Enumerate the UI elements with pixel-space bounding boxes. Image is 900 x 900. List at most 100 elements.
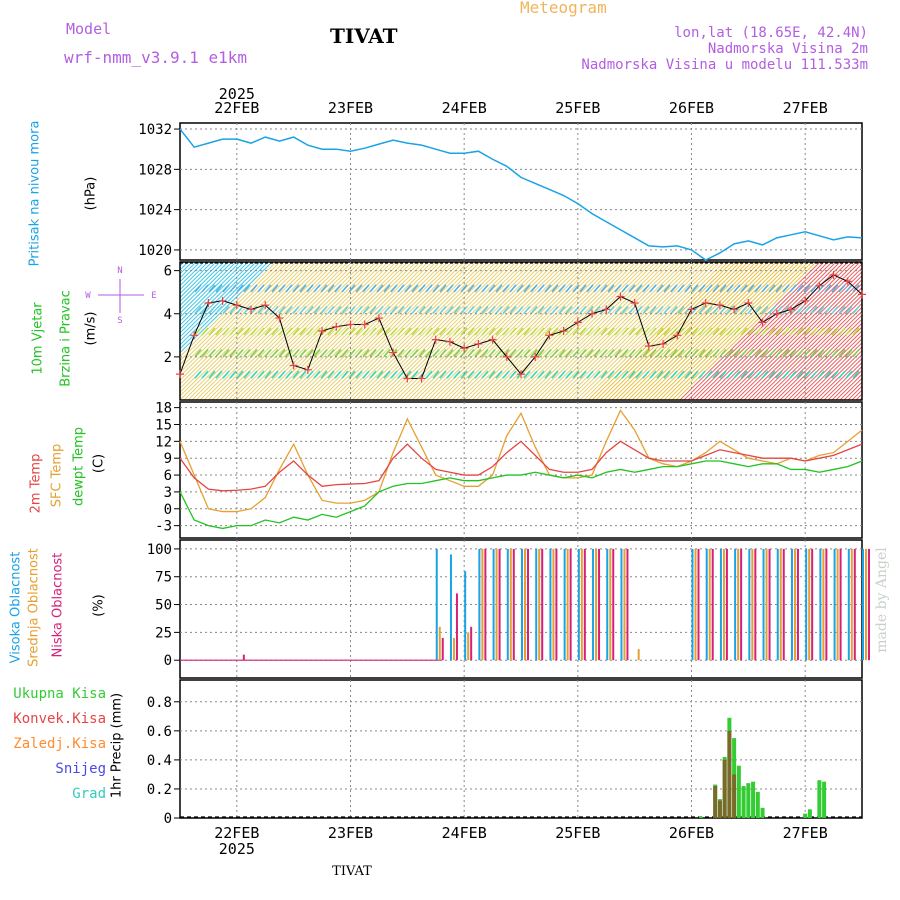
wind-arrow — [747, 370, 755, 379]
cloud-bar-low — [697, 548, 700, 661]
wind-arrow — [761, 370, 769, 379]
wind-arrow — [446, 327, 454, 336]
cloud-bar-high — [492, 548, 495, 661]
precip-bar-total — [751, 781, 756, 818]
wind-hatch-line — [783, 322, 862, 400]
wind-arrow — [313, 305, 321, 314]
wind-arrow — [250, 349, 258, 358]
wind-arrow — [201, 349, 209, 358]
wind-arrow — [474, 370, 482, 379]
wind-arrow — [208, 370, 216, 379]
wind-arrow — [488, 305, 496, 314]
wind-marker — [190, 331, 199, 340]
wind-arrow — [292, 349, 300, 358]
wind-arrow — [852, 349, 860, 358]
wind-hatch-line — [623, 262, 765, 400]
wind-hatch-line — [727, 267, 862, 400]
wind-marker — [829, 270, 838, 279]
wind-arrow — [705, 305, 713, 314]
wind-arrow — [481, 305, 489, 314]
wind-marker — [573, 318, 582, 327]
wind-arrow — [446, 284, 454, 293]
wind-arrow — [229, 305, 237, 314]
wind-arrow — [733, 370, 741, 379]
temp-tick-label: 18 — [155, 401, 172, 417]
wind-arrow — [761, 284, 769, 293]
cloud-bar-low — [868, 548, 870, 661]
wind-arrow — [537, 284, 545, 293]
wind-hatch-line — [475, 262, 617, 400]
wind-arrow — [278, 305, 286, 314]
wind-hatch-line — [864, 262, 900, 400]
wind-hatch-line — [739, 279, 862, 400]
wind-arrow — [299, 327, 307, 336]
wind-arrow — [544, 327, 552, 336]
cloud-bar-high — [833, 548, 836, 661]
wind-arrow — [775, 349, 783, 358]
wind-arrow — [383, 349, 391, 358]
wind-hatch-line — [311, 262, 453, 400]
cloud-bar-low — [583, 548, 586, 661]
wind-marker — [389, 348, 398, 357]
wind-hatch-line — [691, 262, 833, 400]
wind-arrow — [775, 284, 783, 293]
wind-arrow — [719, 284, 727, 293]
wind-arrow — [593, 349, 601, 358]
wind-arrow — [621, 349, 629, 358]
dewpt-temp-line — [179, 460, 863, 530]
wind-hatch-line — [591, 262, 733, 400]
precip-bar-total — [822, 781, 827, 818]
wind-hatch-line — [563, 262, 705, 400]
wind-arrow — [467, 284, 475, 293]
wind-arrow — [278, 370, 286, 379]
pressure-tick-label: 1028 — [138, 162, 172, 178]
wind-hatch-line — [180, 262, 321, 400]
wind-hatch-line — [711, 262, 853, 400]
wind-hatch-line — [531, 262, 673, 400]
wind-arrow — [614, 370, 622, 379]
cloud-bar-low — [470, 626, 473, 661]
wind-arrow — [208, 305, 216, 314]
precip-bar-total — [698, 816, 703, 818]
wind-hatch-line — [207, 262, 349, 400]
wind-arrow — [215, 370, 223, 379]
wind-arrow — [411, 370, 419, 379]
cloud-bar-high — [506, 548, 509, 661]
wind-arrow — [516, 284, 524, 293]
wind-arrow — [418, 305, 426, 314]
wind-hatch-line — [459, 262, 601, 400]
wind-arrow — [565, 327, 573, 336]
wind-arrow — [271, 327, 279, 336]
wind-arrow — [467, 305, 475, 314]
cloud-bar-low — [555, 548, 558, 661]
cloud-bar-mid — [566, 548, 569, 661]
wind-arrow — [600, 284, 608, 293]
wind-arrow — [404, 349, 412, 358]
cloud-bar-low — [768, 548, 771, 661]
wind-marker — [403, 374, 412, 383]
precip-bar-convective — [722, 759, 727, 818]
wind-arrow — [754, 284, 762, 293]
wind-arrow — [488, 284, 496, 293]
temp-frame — [179, 401, 863, 539]
cloud-bar-mid — [708, 548, 711, 661]
wind-arrow — [418, 284, 426, 293]
cloud-bar-low — [484, 548, 487, 661]
wind-hatch-line — [180, 262, 265, 346]
wind-arrow — [194, 349, 202, 358]
wind-arrow — [250, 370, 258, 379]
precip-tick-label: 0.8 — [147, 695, 172, 711]
wind-hatch-line — [515, 262, 657, 400]
precip-tick-label: 0.6 — [147, 724, 172, 740]
wind-arrow — [467, 370, 475, 379]
wind-marker — [374, 314, 383, 323]
wind-hatch-line — [819, 357, 862, 400]
wind-hatch-line — [799, 338, 862, 400]
wind-arrow — [551, 370, 559, 379]
wind-arrow — [698, 284, 706, 293]
wind-arrow — [369, 284, 377, 293]
wind-hatch-line — [395, 262, 537, 400]
wind-arrow — [495, 349, 503, 358]
wind-arrow — [376, 305, 384, 314]
wind-marker — [545, 331, 554, 340]
